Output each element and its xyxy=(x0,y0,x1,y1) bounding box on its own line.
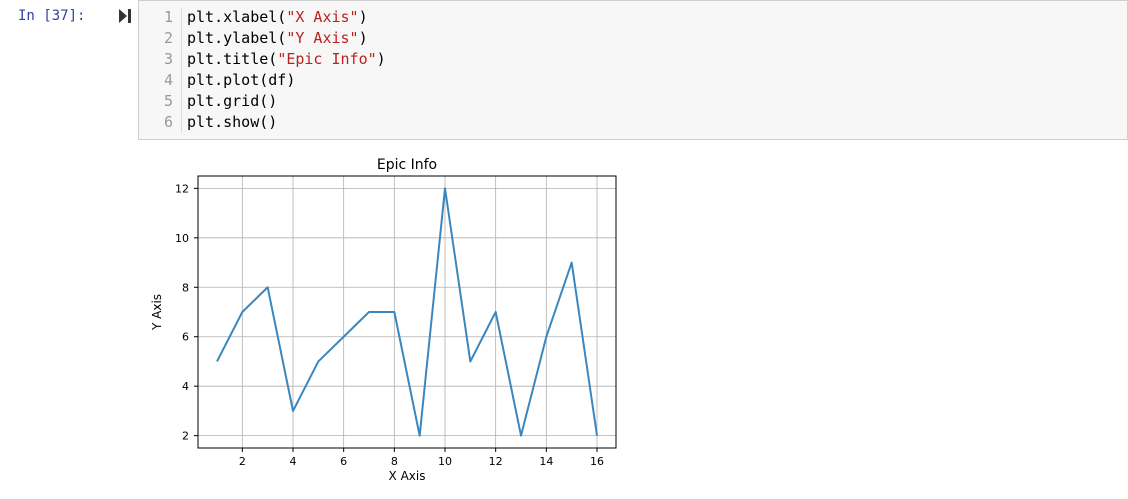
line-number: 1 xyxy=(159,7,173,28)
code-token: plt.title( xyxy=(187,50,277,68)
x-tick-label: 16 xyxy=(590,455,604,468)
code-token: ) xyxy=(359,29,368,47)
code-string: "Epic Info" xyxy=(277,50,376,68)
code-text: plt.xlabel("X Axis") xyxy=(187,7,368,28)
line-chart: 2 4 6 8 10 12 14 16 2 4 6 8 10 12 Epic Info X Axis Y Axi… xyxy=(138,142,1128,495)
y-tick-label: 4 xyxy=(182,380,189,393)
code-token: ) xyxy=(377,50,386,68)
code-token: plt.ylabel( xyxy=(187,29,286,47)
run-cell-icon[interactable] xyxy=(118,8,132,24)
code-token: plt.grid() xyxy=(187,92,277,110)
y-axis-label: Y Axis xyxy=(150,294,164,331)
y-tick-label: 2 xyxy=(182,430,189,443)
code-text: plt.ylabel("Y Axis") xyxy=(187,28,368,49)
line-number: 3 xyxy=(159,49,173,70)
y-tick-label: 10 xyxy=(175,232,189,245)
code-cell-editor[interactable]: 1 plt.xlabel("X Axis") 2 plt.ylabel("Y Axis… xyxy=(138,0,1128,140)
y-tick-label: 8 xyxy=(182,281,189,294)
x-tick-label: 8 xyxy=(391,455,398,468)
x-tick-label: 6 xyxy=(340,455,347,468)
series-line xyxy=(217,188,597,435)
code-token: plt.plot(df) xyxy=(187,71,295,89)
code-string: "Y Axis" xyxy=(286,29,358,47)
y-tick-label: 12 xyxy=(175,182,189,195)
x-tick-label: 4 xyxy=(290,455,297,468)
code-text: plt.grid() xyxy=(187,91,277,112)
y-tick-label: 6 xyxy=(182,331,189,344)
line-number: 6 xyxy=(159,112,173,133)
cell-output: 2 4 6 8 10 12 14 16 2 4 6 8 10 12 Epic Info X Axis Y Axi… xyxy=(138,142,1128,495)
code-token: plt.show() xyxy=(187,113,277,131)
x-tick-label: 10 xyxy=(438,455,452,468)
code-token: ) xyxy=(359,8,368,26)
x-tick-label: 2 xyxy=(239,455,246,468)
gutter-separator xyxy=(181,7,182,133)
code-text: plt.plot(df) xyxy=(187,70,295,91)
code-token: plt.xlabel( xyxy=(187,8,286,26)
plot-frame xyxy=(198,176,616,448)
code-string: "X Axis" xyxy=(286,8,358,26)
chart-title: Epic Info xyxy=(377,157,437,173)
cell-prompt: In [37]: xyxy=(18,8,85,24)
line-number: 5 xyxy=(159,91,173,112)
line-number: 2 xyxy=(159,28,173,49)
x-tick-label: 14 xyxy=(539,455,553,468)
code-text: plt.show() xyxy=(187,112,277,133)
code-text: plt.title("Epic Info") xyxy=(187,49,386,70)
x-axis-label: X Axis xyxy=(389,469,426,483)
x-tick-label: 12 xyxy=(489,455,503,468)
line-number: 4 xyxy=(159,70,173,91)
